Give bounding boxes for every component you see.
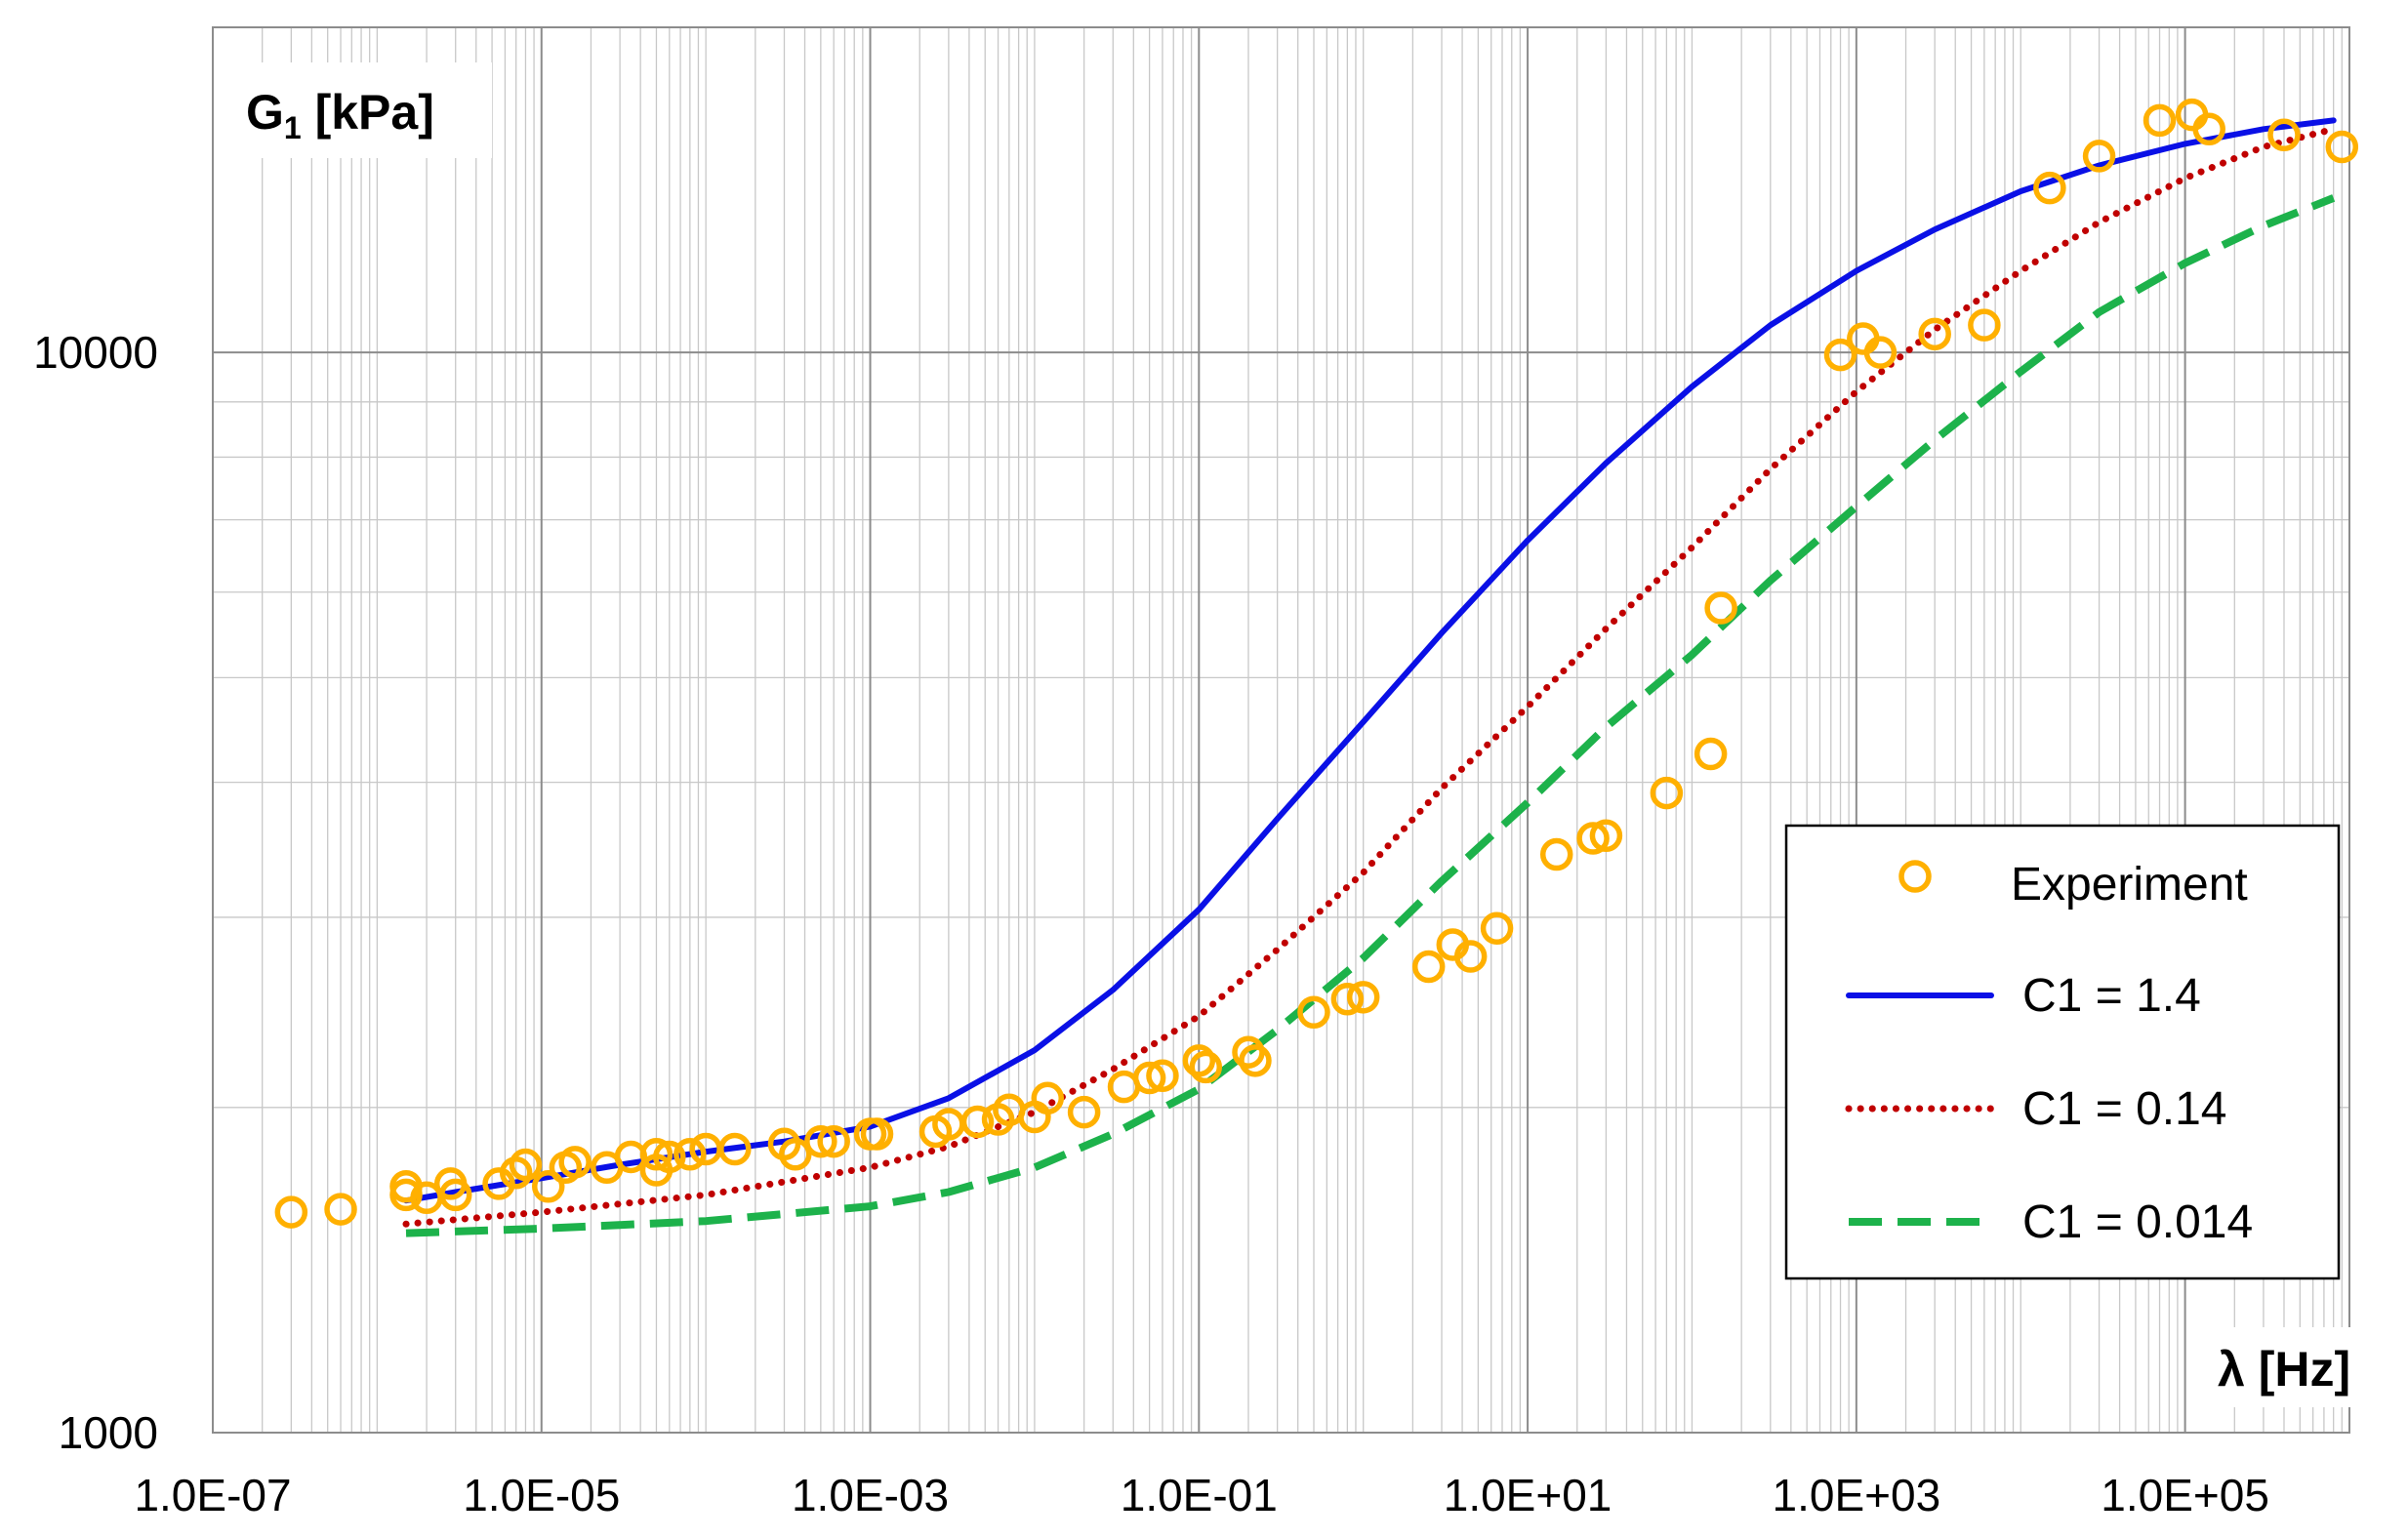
experiment-point [673, 1138, 707, 1171]
experiment-point [438, 1178, 472, 1212]
experiment-point [1146, 1059, 1179, 1093]
legend-label: C1 = 0.014 [2022, 1196, 2253, 1248]
experiment-point [1330, 982, 1365, 1016]
y-axis-title-background [230, 62, 492, 158]
x-tick-label: 1.0E-07 [134, 1470, 291, 1520]
experiment-point [1232, 1035, 1265, 1069]
legend-label: C1 = 1.4 [2022, 970, 2201, 1022]
x-tick-label: 1.0E-05 [463, 1470, 620, 1520]
experiment-point [1239, 1044, 1272, 1077]
experiment-point [1589, 819, 1623, 853]
experiment-point [860, 1117, 894, 1151]
y-axis-title-unit: [kPa] [302, 85, 434, 140]
x-axis-title-text: λ [Hz] [2218, 1342, 2350, 1397]
y-axis-title: G1 [kPa] [230, 62, 492, 158]
x-tick-label: 1.0E+01 [1444, 1470, 1612, 1520]
x-tick-label: 1.0E+05 [2101, 1470, 2269, 1520]
experiment-point [960, 1105, 995, 1139]
experiment-point [653, 1140, 686, 1174]
experiment-point [1297, 995, 1330, 1030]
x-tick-label: 1.0E-01 [1121, 1470, 1278, 1520]
experiment-point [779, 1138, 812, 1171]
experiment-point [558, 1146, 592, 1179]
legend-marker-experiment [1898, 860, 1932, 893]
experiment-point [1863, 336, 1898, 369]
legend-box [1784, 824, 2341, 1280]
experiment-point [1823, 338, 1857, 372]
experiment-point [2143, 103, 2177, 138]
experiment-point [1132, 1061, 1166, 1095]
experiment-point [2267, 118, 2301, 152]
experiment-point [1480, 911, 1514, 946]
experiment-point [1918, 317, 1951, 351]
y-axis-title-subscript: 1 [284, 110, 302, 145]
experiment-point [639, 1138, 673, 1171]
experiment-markers [274, 98, 2359, 1229]
experiment-point [2192, 112, 2225, 146]
legend: Experiment C1 = 1.4 C1 = 0.14 C1 = 0.014 [1784, 824, 2341, 1280]
experiment-point [804, 1124, 837, 1158]
experiment-point [2325, 130, 2359, 164]
experiment-point [324, 1193, 357, 1226]
experiment-point [2033, 171, 2066, 205]
experiment-point [1650, 776, 1684, 810]
x-tick-label: 1.0E+03 [1773, 1470, 1941, 1520]
y-axis-title-text: G1 [kPa] [246, 85, 434, 145]
y-axis-title-main: G [246, 85, 284, 140]
experiment-point [1182, 1044, 1216, 1077]
experiment-point [1411, 950, 1446, 984]
x-tick-labels: 1.0E-07 1.0E-05 1.0E-03 1.0E-01 1.0E+01 1.0E+… [134, 1470, 2269, 1520]
experiment-point [274, 1195, 308, 1229]
x-axis-title-background [2204, 1327, 2370, 1407]
y-tick-label: 1000 [59, 1407, 158, 1458]
experiment-point [1968, 308, 2001, 342]
experiment-point [531, 1170, 565, 1203]
experiment-point [509, 1148, 543, 1182]
series-line-dashed [405, 194, 2336, 1237]
experiment-point [1704, 591, 1737, 625]
experiment-point [718, 1132, 752, 1166]
experiment-point [2082, 140, 2116, 173]
legend-label: Experiment [2011, 859, 2248, 911]
y-tick-labels: 1000 10000 [33, 327, 158, 1458]
series-line-dotted [402, 125, 2338, 1228]
plot-area-border [212, 26, 2350, 1434]
experiment-point [1694, 737, 1728, 771]
experiment-point [1346, 981, 1380, 1014]
experiment-point [1189, 1050, 1223, 1084]
experiment-point [1031, 1081, 1065, 1115]
experiment-point [1453, 940, 1488, 973]
x-axis-title: λ [Hz] [2204, 1327, 2370, 1407]
experiment-point [817, 1124, 850, 1158]
x-tick-label: 1.0E-03 [792, 1470, 949, 1520]
experiment-point [1539, 837, 1573, 871]
experiment-point [1576, 822, 1610, 855]
legend-label: C1 = 0.14 [2022, 1083, 2226, 1135]
experiment-point [1067, 1095, 1101, 1129]
y-tick-label: 10000 [33, 327, 158, 378]
